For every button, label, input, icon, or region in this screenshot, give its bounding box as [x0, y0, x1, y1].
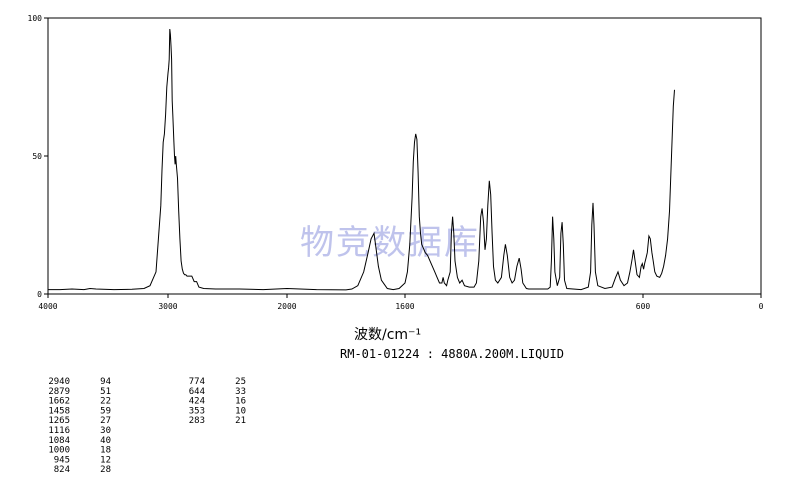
y-axis-ticks: 100 50 0 — [28, 14, 48, 299]
peak-wavenumber: 824 — [54, 465, 70, 475]
peak-wavenumber: 945 — [54, 455, 70, 465]
sample-info: RM-01-01224 : 4880A.200M.LIQUID — [340, 347, 564, 361]
y-tick-label: 0 — [37, 290, 42, 299]
peak-intensity: 12 — [100, 455, 111, 465]
y-tick-label: 50 — [32, 152, 42, 161]
peak-wavenumber: 1265 — [48, 416, 70, 426]
peak-intensity: 94 — [100, 377, 111, 387]
watermark-text: 物竞数据库 — [300, 223, 480, 263]
peak-table: 2940 94 2879 51 1662 22 1458 59 1265 27 1116 30 1084… — [48, 377, 246, 475]
peak-intensity: 30 — [100, 426, 111, 436]
peak-wavenumber: 2879 — [48, 387, 70, 397]
peak-wavenumber: 774 — [189, 377, 205, 387]
x-tick-label: 1600 — [395, 302, 414, 311]
peak-wavenumber: 644 — [189, 387, 205, 397]
x-tick-label: 0 — [759, 302, 764, 311]
x-axis-label: 波数/cm⁻¹ — [354, 327, 421, 343]
x-tick-label: 4000 — [38, 302, 57, 311]
peak-intensity: 21 — [235, 416, 246, 426]
peak-intensity: 59 — [100, 406, 111, 416]
peak-intensity: 16 — [235, 397, 246, 407]
peak-intensity: 25 — [235, 377, 246, 387]
peak-wavenumber: 283 — [189, 416, 205, 426]
peak-wavenumber: 424 — [189, 397, 205, 407]
peak-wavenumber: 1084 — [48, 436, 70, 446]
peak-intensity: 51 — [100, 387, 111, 397]
peak-wavenumber: 1000 — [48, 446, 70, 456]
peak-intensity: 27 — [100, 416, 111, 426]
peak-wavenumber: 353 — [189, 406, 205, 416]
peak-wavenumber: 1116 — [48, 426, 70, 436]
peak-wavenumber: 1662 — [48, 397, 70, 407]
peak-intensity: 18 — [100, 446, 111, 456]
x-tick-label: 600 — [636, 302, 651, 311]
peak-intensity: 40 — [100, 436, 111, 446]
x-axis-ticks: 4000 3000 2000 1600 600 0 — [38, 294, 764, 311]
peak-intensity: 28 — [100, 465, 111, 475]
peak-wavenumber: 1458 — [48, 406, 70, 416]
peak-intensity: 10 — [235, 406, 246, 416]
x-tick-label: 2000 — [277, 302, 296, 311]
x-tick-label: 3000 — [158, 302, 177, 311]
peak-wavenumber: 2940 — [48, 377, 70, 387]
y-tick-label: 100 — [28, 14, 43, 23]
series-line — [48, 28, 675, 291]
peak-intensity: 33 — [235, 387, 246, 397]
peak-intensity: 22 — [100, 397, 111, 407]
